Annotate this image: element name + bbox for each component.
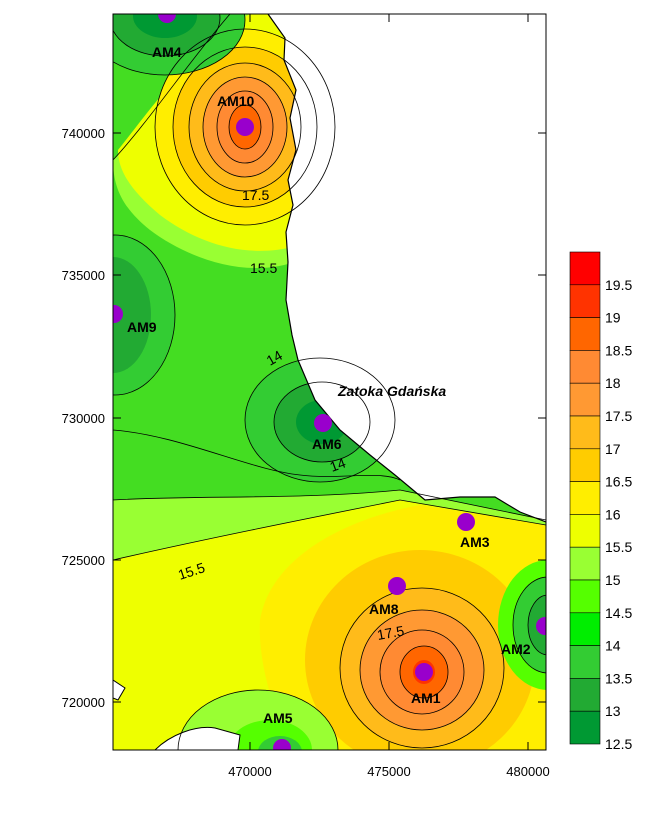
station-marker[interactable] xyxy=(536,617,554,635)
y-tick-label: 720000 xyxy=(62,695,105,710)
station-marker[interactable] xyxy=(236,118,254,136)
station-marker[interactable] xyxy=(273,739,291,757)
legend-swatch xyxy=(569,678,601,712)
legend-label: 17.5 xyxy=(605,408,632,424)
station-marker[interactable] xyxy=(105,305,123,323)
legend-label: 13 xyxy=(605,703,621,719)
legend-swatch xyxy=(569,514,601,548)
legend-label: 16 xyxy=(605,506,621,522)
contour-lines xyxy=(113,14,546,750)
legend-swatch xyxy=(569,350,601,384)
contour-label: 14 xyxy=(264,347,286,369)
legend-swatch xyxy=(569,612,601,646)
legend-label: 14.5 xyxy=(605,605,632,621)
legend-label: 15 xyxy=(605,572,621,588)
station-label: AM6 xyxy=(312,436,342,452)
station-marker[interactable] xyxy=(314,414,332,432)
station-label: AM1 xyxy=(411,690,441,706)
station-label: AM10 xyxy=(217,93,255,109)
legend-swatch xyxy=(569,317,601,351)
station-marker[interactable] xyxy=(158,5,176,23)
y-tick-label: 735000 xyxy=(62,268,105,283)
station-marker[interactable] xyxy=(415,663,433,681)
station-marker[interactable] xyxy=(388,577,406,595)
legend-label: 16.5 xyxy=(605,474,632,490)
legend-swatch xyxy=(569,579,601,614)
water-patch xyxy=(113,679,126,701)
legend-label: 18.5 xyxy=(605,342,632,358)
contour-label: 17.5 xyxy=(242,187,269,203)
legend-label: 15.5 xyxy=(605,539,632,555)
station-label: AM9 xyxy=(127,319,157,335)
water-patch xyxy=(154,726,241,750)
station-label: AM8 xyxy=(369,601,399,617)
station-label: AM2 xyxy=(501,641,531,657)
legend-label: 19.5 xyxy=(605,277,632,293)
legend-swatch xyxy=(569,546,601,581)
contour-label: 17.5 xyxy=(376,622,406,643)
legend-swatch xyxy=(569,645,601,679)
legend-label: 14 xyxy=(605,638,621,654)
y-tick-label: 730000 xyxy=(62,411,105,426)
station-marker[interactable] xyxy=(457,513,475,531)
legend-swatch xyxy=(569,710,601,745)
x-tick-label: 480000 xyxy=(506,764,549,779)
station-label: AM4 xyxy=(152,44,182,60)
legend-swatch xyxy=(569,284,601,318)
legend-swatch xyxy=(569,415,601,450)
legend-label: 13.5 xyxy=(605,670,632,686)
legend-label: 18 xyxy=(605,375,621,391)
legend-label: 12.5 xyxy=(605,736,632,752)
contour-label: 14 xyxy=(328,454,348,474)
map-frame xyxy=(112,13,547,751)
contour-label: 15.5 xyxy=(250,260,277,276)
x-tick-label: 475000 xyxy=(367,764,410,779)
legend-swatch xyxy=(569,448,601,482)
legend-swatch xyxy=(569,481,601,515)
map-area: Zatoka Gdańska 17.5 15.5 14 14 15.5 17.5… xyxy=(105,5,554,757)
stations: AM4 AM10 AM9 AM6 AM3 AM8 AM2 AM1 AM5 xyxy=(105,5,554,757)
sea-label: Zatoka Gdańska xyxy=(337,383,446,399)
legend-label: 19 xyxy=(605,310,621,326)
x-tick-label: 470000 xyxy=(228,764,271,779)
station-label: AM5 xyxy=(263,710,293,726)
legend-swatch xyxy=(569,382,601,417)
color-legend: 19.5 19 18.5 18 17.5 17 16.5 16 15.5 15 14.5 14 13.5… xyxy=(569,251,632,752)
legend-swatch xyxy=(569,251,601,286)
y-tick-label: 740000 xyxy=(62,126,105,141)
y-tick-label: 725000 xyxy=(62,553,105,568)
station-label: AM3 xyxy=(460,534,490,550)
axis-ticks xyxy=(113,14,546,750)
legend-label: 17 xyxy=(605,441,621,457)
